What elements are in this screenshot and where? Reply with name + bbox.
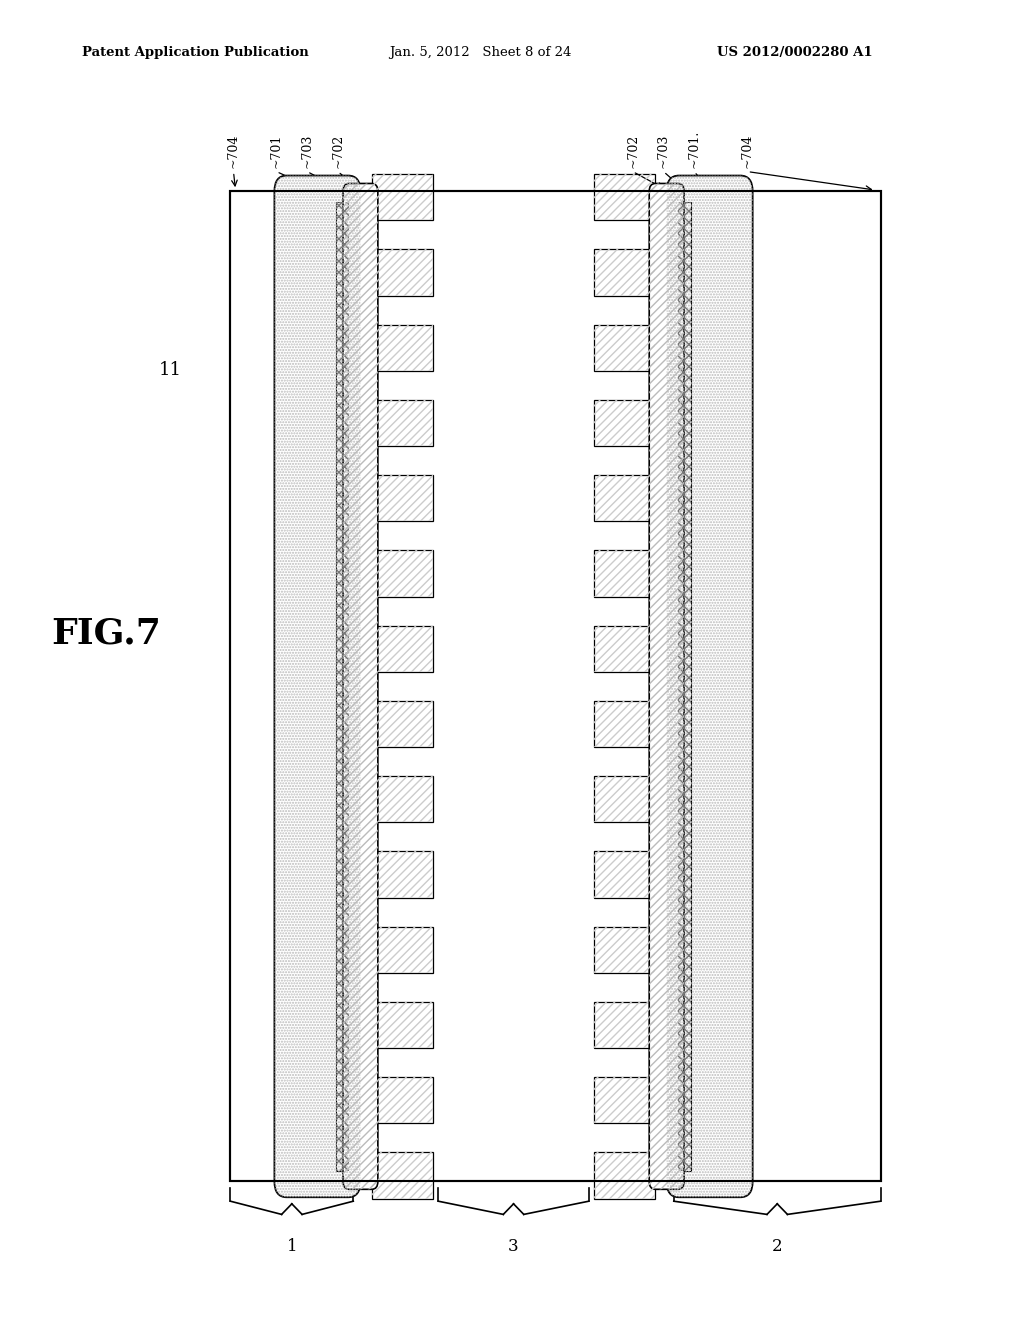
Bar [594,325,655,371]
Bar [372,701,433,747]
Bar [372,1077,433,1123]
Bar [594,400,655,446]
Bar [372,249,433,296]
Bar [372,1002,433,1048]
Bar [594,174,655,220]
FancyBboxPatch shape [649,183,684,1189]
Text: 1: 1 [287,1238,297,1255]
Bar [594,400,655,446]
Bar [372,776,433,822]
Bar [594,550,655,597]
Bar [230,191,881,1181]
FancyBboxPatch shape [343,183,378,1189]
Bar [372,400,433,446]
Text: ~702: ~702 [627,133,639,168]
Text: 2: 2 [772,1238,782,1255]
Bar [594,1002,655,1048]
Bar [594,249,655,296]
Bar [372,1002,433,1048]
Bar [372,475,433,521]
Bar [372,1152,433,1199]
Text: ~701.: ~701. [688,129,700,168]
Bar [372,851,433,898]
Bar [336,202,349,1171]
Bar [678,202,691,1171]
Bar [594,927,655,973]
Text: ~704: ~704 [741,133,754,168]
Text: ~703: ~703 [301,133,313,168]
Bar [372,927,433,973]
Bar [372,174,433,220]
Bar [372,550,433,597]
Bar [372,1152,433,1199]
FancyBboxPatch shape [274,176,360,1197]
Bar [594,701,655,747]
Text: US 2012/0002280 A1: US 2012/0002280 A1 [717,46,872,59]
Bar [594,927,655,973]
Bar [372,325,433,371]
Bar [594,851,655,898]
Bar [372,851,433,898]
Bar [594,475,655,521]
Bar [594,626,655,672]
Bar [594,1152,655,1199]
Bar [594,851,655,898]
Bar [594,776,655,822]
Bar [594,550,655,597]
Bar [594,701,655,747]
Bar [372,550,433,597]
Text: 11: 11 [159,360,181,379]
Bar [594,325,655,371]
Bar [678,202,691,1171]
Text: ~702: ~702 [332,133,344,168]
Bar [594,475,655,521]
Text: FIG.7: FIG.7 [51,616,161,651]
Bar [594,174,655,220]
Bar [594,249,655,296]
Bar [594,1077,655,1123]
Bar [372,626,433,672]
Bar [372,927,433,973]
Bar [372,174,433,220]
Bar [372,325,433,371]
Bar [372,475,433,521]
Bar [372,1077,433,1123]
Bar [594,626,655,672]
Bar [372,249,433,296]
FancyBboxPatch shape [667,176,753,1197]
Bar [230,191,881,1181]
Text: ~704: ~704 [227,133,240,168]
Bar [372,701,433,747]
Text: ~703: ~703 [657,133,670,168]
Bar [594,1077,655,1123]
Text: Jan. 5, 2012   Sheet 8 of 24: Jan. 5, 2012 Sheet 8 of 24 [389,46,571,59]
Bar [594,1152,655,1199]
Bar [594,1002,655,1048]
Text: Patent Application Publication: Patent Application Publication [82,46,308,59]
Text: ~701: ~701 [270,133,283,168]
Bar [372,626,433,672]
Bar [372,400,433,446]
Bar [336,202,349,1171]
Bar [372,776,433,822]
Bar [594,776,655,822]
Text: 3: 3 [508,1238,519,1255]
